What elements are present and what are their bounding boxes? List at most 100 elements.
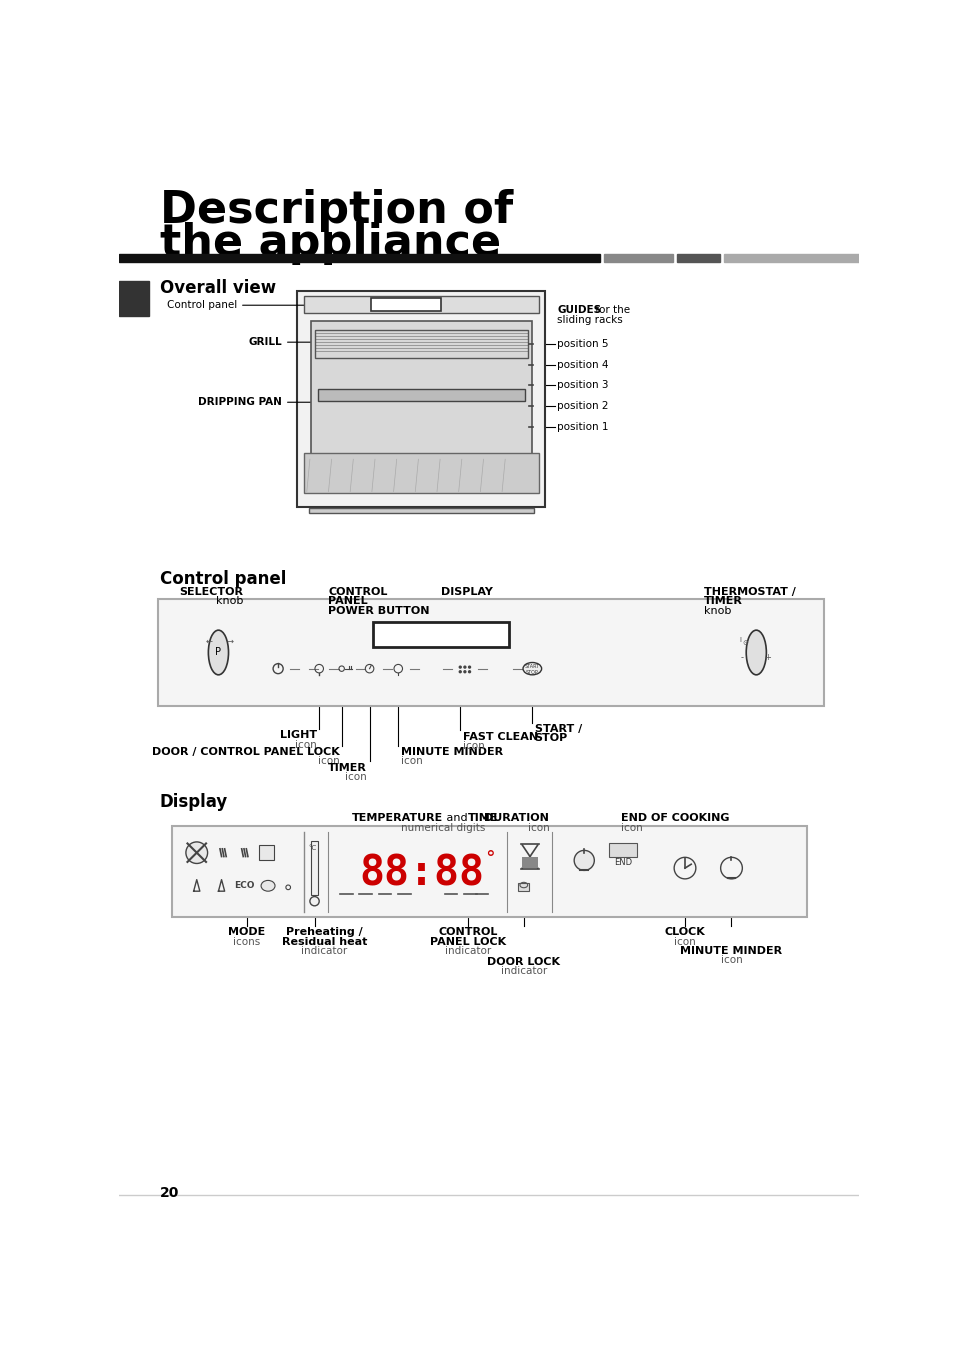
Bar bbox=[315, 329, 527, 358]
Bar bbox=[723, 254, 858, 262]
Bar bbox=[517, 883, 529, 891]
Bar bbox=[303, 454, 538, 493]
Bar bbox=[371, 297, 440, 312]
Text: ←: ← bbox=[205, 636, 213, 645]
Text: icon: icon bbox=[720, 954, 741, 965]
Text: indicator: indicator bbox=[444, 946, 491, 956]
Text: °C: °C bbox=[308, 845, 316, 852]
Ellipse shape bbox=[745, 630, 765, 675]
Text: and: and bbox=[443, 814, 471, 824]
Text: Control panel: Control panel bbox=[167, 300, 383, 310]
Text: +: + bbox=[763, 653, 770, 663]
Ellipse shape bbox=[468, 666, 470, 668]
Text: STOP: STOP bbox=[534, 733, 567, 744]
Text: DISPLAY: DISPLAY bbox=[440, 587, 493, 597]
Text: numerical digits: numerical digits bbox=[400, 822, 485, 833]
Text: P: P bbox=[215, 648, 221, 657]
Text: Display: Display bbox=[159, 794, 228, 811]
Text: icon: icon bbox=[294, 740, 316, 749]
Text: I: I bbox=[739, 637, 740, 643]
Text: for the: for the bbox=[592, 305, 630, 315]
Text: FAST CLEAN: FAST CLEAN bbox=[462, 732, 537, 741]
Text: MINUTE MINDER: MINUTE MINDER bbox=[679, 946, 781, 956]
Text: Preheating /: Preheating / bbox=[286, 927, 363, 937]
Text: knob: knob bbox=[703, 606, 731, 616]
Ellipse shape bbox=[458, 671, 460, 672]
Text: icon: icon bbox=[400, 756, 422, 767]
Text: icon: icon bbox=[318, 756, 340, 767]
Bar bbox=[677, 254, 720, 262]
Text: DRIPPING PAN: DRIPPING PAN bbox=[198, 397, 320, 408]
Bar bbox=[172, 826, 806, 917]
Bar bbox=[297, 292, 545, 508]
Text: position 1: position 1 bbox=[557, 423, 608, 432]
Bar bbox=[119, 281, 149, 316]
Bar bbox=[258, 845, 274, 860]
Ellipse shape bbox=[186, 842, 208, 864]
Text: POWER BUTTON: POWER BUTTON bbox=[328, 606, 430, 616]
Text: indicator: indicator bbox=[500, 965, 546, 976]
Bar bbox=[303, 296, 538, 313]
Text: sliding racks: sliding racks bbox=[557, 316, 622, 325]
Text: GRILL: GRILL bbox=[248, 338, 332, 347]
Text: PANEL LOCK: PANEL LOCK bbox=[430, 937, 505, 946]
Text: Control panel: Control panel bbox=[159, 570, 286, 589]
Text: Description of: Description of bbox=[159, 189, 513, 232]
Text: GUIDES: GUIDES bbox=[557, 305, 600, 315]
Text: position 2: position 2 bbox=[557, 401, 608, 412]
Text: icon: icon bbox=[674, 937, 695, 946]
Text: TIME: TIME bbox=[468, 814, 497, 824]
Text: DURATION: DURATION bbox=[484, 814, 549, 824]
Text: icon: icon bbox=[462, 741, 484, 751]
Text: DOOR / CONTROL PANEL LOCK: DOOR / CONTROL PANEL LOCK bbox=[152, 747, 340, 757]
Text: GB: GB bbox=[124, 300, 144, 312]
Bar bbox=[608, 842, 637, 856]
Text: SELECTOR: SELECTOR bbox=[179, 587, 243, 597]
Text: the appliance: the appliance bbox=[159, 221, 500, 265]
Text: position 3: position 3 bbox=[557, 381, 608, 390]
Text: CONTROL: CONTROL bbox=[437, 927, 497, 937]
Text: indicator: indicator bbox=[301, 946, 348, 956]
Bar bbox=[158, 599, 823, 706]
Text: Residual heat: Residual heat bbox=[282, 937, 367, 946]
Bar bbox=[373, 622, 509, 647]
Text: THERMOSTAT /: THERMOSTAT / bbox=[703, 587, 796, 597]
Text: knob: knob bbox=[215, 597, 243, 606]
Text: CONTROL: CONTROL bbox=[328, 587, 388, 597]
Text: START /: START / bbox=[534, 724, 581, 734]
Bar bbox=[309, 508, 534, 513]
Text: LIGHT: LIGHT bbox=[279, 730, 316, 740]
Ellipse shape bbox=[261, 880, 274, 891]
Text: TIMER: TIMER bbox=[328, 763, 367, 772]
Text: icon: icon bbox=[620, 822, 642, 833]
Text: Overall view: Overall view bbox=[159, 279, 275, 297]
Text: 88:88: 88:88 bbox=[358, 852, 483, 895]
Bar bbox=[119, 254, 599, 262]
Text: ECO: ECO bbox=[234, 882, 254, 890]
Ellipse shape bbox=[310, 896, 319, 906]
Text: TEMPERATURE: TEMPERATURE bbox=[352, 814, 443, 824]
Bar bbox=[317, 389, 525, 401]
Text: MINUTE MINDER: MINUTE MINDER bbox=[400, 747, 502, 757]
Text: icons: icons bbox=[233, 937, 260, 946]
Text: END OF COOKING: END OF COOKING bbox=[620, 814, 729, 824]
Text: PANEL: PANEL bbox=[328, 597, 368, 606]
Text: icon: icon bbox=[527, 822, 549, 833]
Text: →: → bbox=[226, 636, 233, 645]
Ellipse shape bbox=[522, 663, 541, 675]
Ellipse shape bbox=[208, 630, 229, 675]
Text: -: - bbox=[740, 653, 743, 663]
Ellipse shape bbox=[468, 671, 470, 672]
Text: position 4: position 4 bbox=[557, 359, 608, 370]
Text: END: END bbox=[614, 859, 632, 867]
Bar bbox=[521, 856, 537, 868]
Text: position 5: position 5 bbox=[557, 339, 608, 348]
Ellipse shape bbox=[463, 671, 465, 672]
Text: ⊙: ⊙ bbox=[741, 640, 747, 645]
Bar bbox=[603, 254, 673, 262]
Ellipse shape bbox=[458, 666, 460, 668]
Text: START
STOP: START STOP bbox=[524, 664, 539, 675]
Text: TIMER: TIMER bbox=[703, 597, 742, 606]
Ellipse shape bbox=[574, 850, 594, 871]
Text: DOOR LOCK: DOOR LOCK bbox=[487, 957, 559, 967]
